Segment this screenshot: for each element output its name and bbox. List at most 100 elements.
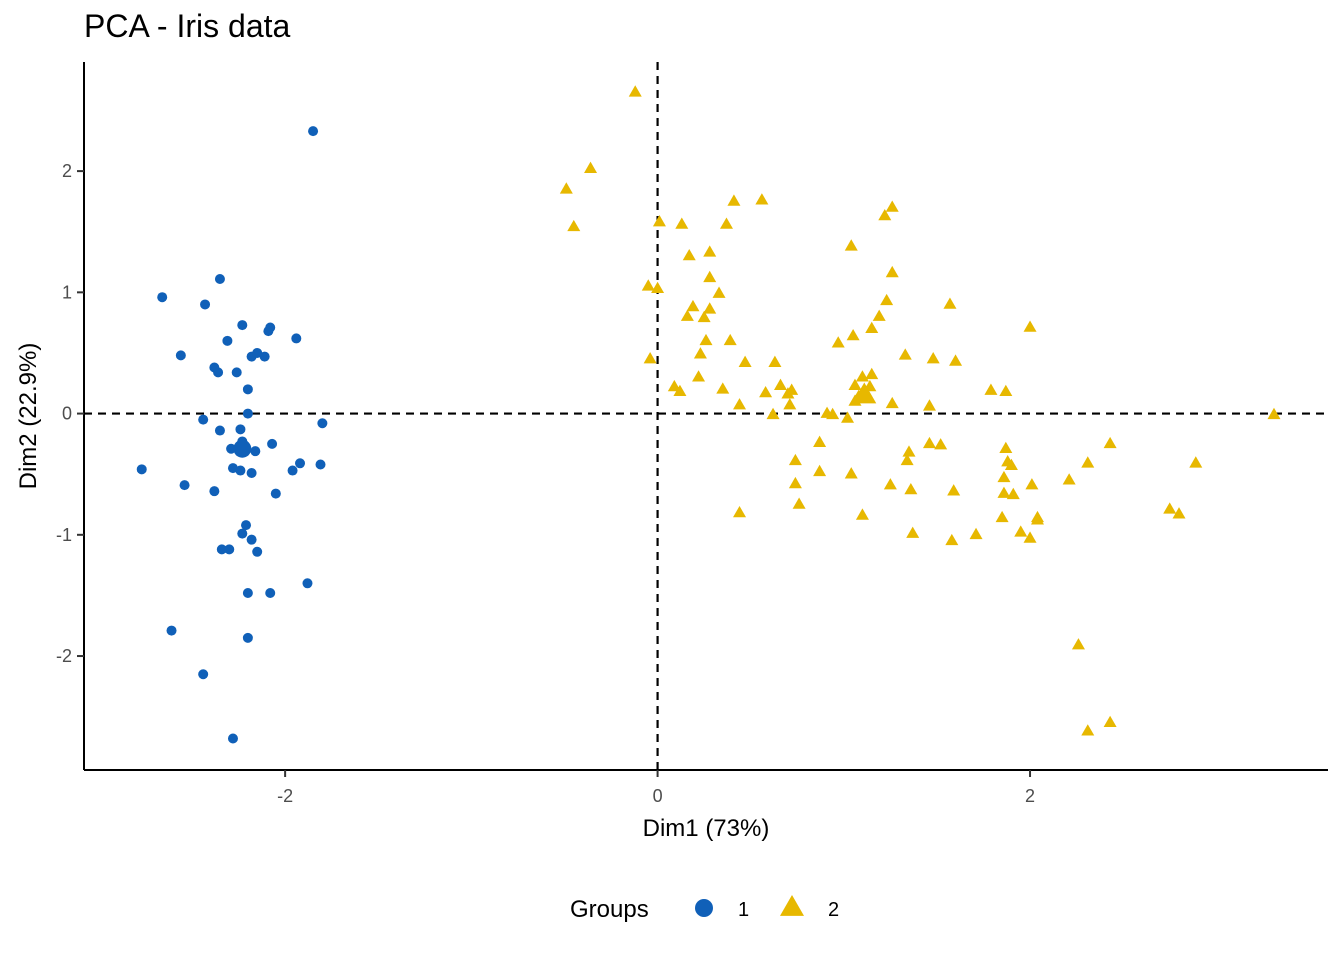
data-point-group-1: [175, 350, 186, 361]
data-point-group-2: [727, 194, 741, 206]
data-point-group-1: [237, 320, 248, 331]
data-point-group-2: [883, 478, 897, 490]
data-point-group-1: [198, 669, 209, 680]
chart-title: PCA - Iris data: [84, 8, 291, 44]
data-point-group-2: [841, 411, 855, 423]
data-point-group-2: [1023, 320, 1037, 332]
x-axis-title: Dim1 (73%): [643, 815, 770, 842]
legend-label-group-2: 2: [828, 899, 839, 921]
data-point-group-1: [222, 335, 233, 346]
data-point-group-2: [997, 486, 1011, 498]
data-point-group-2: [846, 328, 860, 341]
y-tick-label: -1: [56, 525, 72, 545]
data-point-group-2: [759, 385, 773, 398]
data-point-group-2: [1062, 473, 1076, 485]
data-point-group-2: [1023, 531, 1037, 543]
data-point-group-2: [703, 302, 717, 314]
data-point-group-2: [1081, 456, 1095, 468]
data-point-group-2: [703, 245, 717, 257]
data-point-group-2: [773, 378, 787, 390]
data-point-group-2: [926, 352, 940, 364]
data-point-group-1: [246, 534, 257, 545]
legend-label-group-1: 1: [738, 899, 749, 921]
data-point-group-2: [997, 470, 1011, 483]
data-point-group-2: [1172, 507, 1186, 519]
data-point-group-2: [1267, 407, 1281, 420]
data-point-group-1: [242, 408, 253, 419]
data-point-group-2: [848, 378, 862, 390]
data-point-group-2: [692, 370, 706, 382]
data-point-group-2: [673, 384, 687, 397]
data-point-group-2: [693, 347, 707, 359]
data-point-group-1: [231, 367, 242, 378]
data-point-group-1: [265, 588, 276, 598]
data-point-group-2: [682, 248, 696, 261]
data-point-group-2: [1103, 715, 1117, 728]
axes: -2 0 2 -2 -1 0 1 2 Dim1 (73%) Dim2 (22.9%): [15, 62, 1328, 842]
data-point-group-1: [252, 347, 263, 358]
data-point-group-1: [263, 326, 274, 337]
data-point-group-2: [999, 384, 1013, 397]
data-point-group-2: [831, 336, 845, 348]
data-point-group-2: [783, 398, 797, 410]
data-point-group-2: [643, 352, 657, 364]
data-point-group-2: [559, 182, 573, 194]
data-point-group-2: [699, 333, 713, 346]
centroid-group-1: [233, 439, 252, 458]
data-point-group-2: [792, 497, 806, 509]
data-point-group-2: [865, 367, 879, 380]
data-point-group-1: [224, 544, 235, 555]
data-point-group-2: [788, 453, 802, 466]
data-point-group-2: [680, 309, 694, 321]
data-point-group-2: [686, 299, 700, 312]
data-point-group-2: [788, 476, 802, 489]
data-point-group-2: [766, 407, 780, 420]
data-point-group-2: [898, 348, 912, 360]
data-point-group-2: [872, 309, 886, 321]
data-point-group-2: [719, 217, 733, 229]
data-point-group-1: [287, 465, 298, 476]
data-point-group-2: [855, 370, 869, 382]
data-point-group-1: [200, 299, 211, 310]
data-point-group-2: [641, 279, 655, 291]
data-point-group-2: [855, 508, 869, 520]
data-point-group-2: [945, 533, 959, 546]
data-point-group-2: [652, 215, 666, 227]
data-point-group-1: [250, 446, 261, 457]
data-point-group-2: [628, 85, 642, 97]
data-point-group-2: [947, 484, 961, 496]
data-point-group-2: [697, 310, 711, 323]
data-point-group-1: [214, 425, 225, 436]
data-point-group-2: [934, 438, 948, 450]
data-point-group-2: [703, 270, 717, 283]
legend-title: Groups: [570, 896, 649, 923]
data-point-group-1: [157, 292, 168, 303]
data-point-group-1: [213, 367, 224, 378]
data-point-group-2: [651, 281, 665, 294]
data-point-group-2: [878, 208, 892, 221]
data-point-group-1: [315, 459, 326, 470]
data-point-group-2: [584, 161, 598, 173]
data-point-group-1: [252, 546, 263, 557]
data-point-group-2: [1189, 456, 1203, 468]
data-point-group-2: [1071, 638, 1085, 650]
y-axis-title: Dim2 (22.9%): [15, 343, 42, 490]
data-point-group-2: [567, 219, 581, 232]
data-point-group-1: [295, 458, 306, 469]
data-point-group-2: [922, 399, 936, 411]
data-point-group-2: [723, 333, 737, 346]
data-point-group-1: [166, 625, 177, 636]
data-point-group-2: [999, 441, 1013, 454]
data-point-group-1: [242, 632, 253, 643]
data-point-group-1: [242, 384, 253, 395]
data-point-group-1: [136, 464, 147, 475]
data-point-group-2: [755, 193, 769, 205]
data-point-group-2: [1030, 513, 1044, 525]
legend: Groups 1 2: [570, 895, 839, 923]
reference-lines: [84, 62, 1328, 770]
data-point-group-2: [738, 355, 752, 367]
data-point-group-1: [259, 351, 270, 362]
data-point-group-2: [943, 297, 957, 309]
data-point-group-2: [949, 354, 963, 366]
y-tick-label: 2: [62, 161, 72, 181]
